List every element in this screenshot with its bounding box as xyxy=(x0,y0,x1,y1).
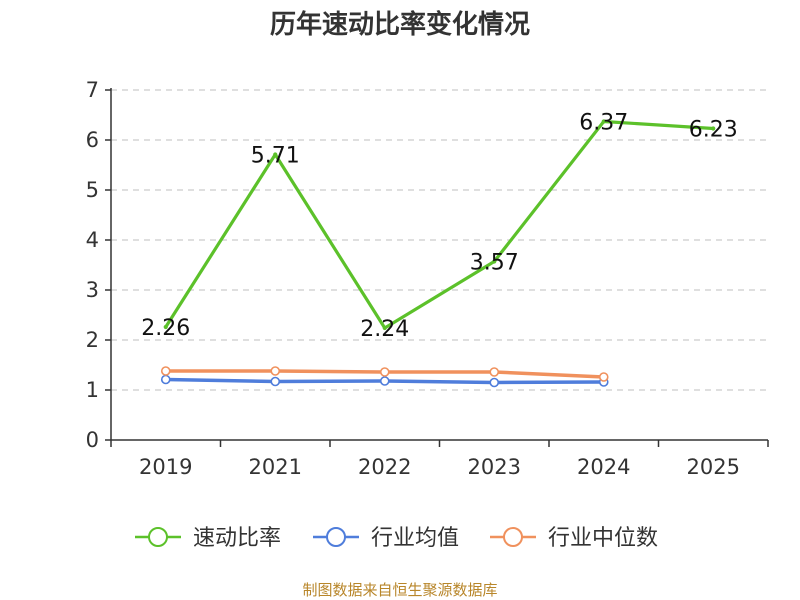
data-labels: 2.26 5.71 2.24 3.57 6.37 6.23 xyxy=(141,111,737,343)
y-tick-label-2: 2 xyxy=(86,328,99,352)
y-axis: 0 1 2 3 4 5 6 7 xyxy=(86,78,112,452)
data-label-2022: 2.24 xyxy=(360,317,409,342)
legend-label-1: 行业均值 xyxy=(371,526,459,551)
data-label-2021: 5.71 xyxy=(251,144,300,169)
series-0-point-4 xyxy=(601,119,606,124)
series-2-point-4 xyxy=(598,372,609,382)
series-2-point-0 xyxy=(160,366,171,376)
y-tick-label-0: 0 xyxy=(86,428,99,452)
data-label-2024: 6.37 xyxy=(579,111,628,136)
series-1-point-2 xyxy=(379,376,390,386)
series-0-point-5 xyxy=(711,126,716,131)
chart-title: 历年速动比率变化情况 xyxy=(270,9,530,40)
series-2-point-2 xyxy=(379,367,390,377)
legend-marker-1 xyxy=(326,527,346,547)
series-0-point-0 xyxy=(163,324,168,330)
x-tick-label-2021: 2021 xyxy=(249,455,302,479)
legend-label-0: 速动比率 xyxy=(193,526,281,551)
series-0-point-3 xyxy=(492,259,497,264)
x-axis: 2019 2021 2022 2023 2024 2025 xyxy=(110,439,769,479)
x-tick-label-2025: 2025 xyxy=(687,455,740,479)
legend-item-0[interactable]: 速动比率 xyxy=(135,526,281,551)
legend[interactable]: 速动比率 行业均值 行业中位数 xyxy=(135,526,658,551)
source-note: 制图数据来自恒生聚源数据库 xyxy=(302,581,497,599)
data-label-2023: 3.57 xyxy=(470,251,519,276)
x-tick-label-2022: 2022 xyxy=(358,455,411,479)
legend-label-2: 行业中位数 xyxy=(548,526,658,551)
legend-item-2[interactable]: 行业中位数 xyxy=(490,526,658,551)
series-group xyxy=(160,119,716,388)
x-tick-label-2019: 2019 xyxy=(139,455,192,479)
y-tick-label-3: 3 xyxy=(86,278,99,302)
y-tick-label-5: 5 xyxy=(86,178,99,202)
series-0-point-1 xyxy=(273,152,278,157)
series-line-0 xyxy=(164,119,715,330)
series-1-point-3 xyxy=(489,377,500,388)
series-1-point-1 xyxy=(270,376,281,387)
y-tick-label-6: 6 xyxy=(86,128,99,152)
series-2-point-3 xyxy=(489,367,500,377)
y-tick-label-4: 4 xyxy=(86,228,99,252)
legend-marker-0 xyxy=(148,527,168,547)
x-tick-label-2023: 2023 xyxy=(468,455,521,479)
grid-lines xyxy=(111,89,768,391)
legend-item-1[interactable]: 行业均值 xyxy=(313,526,459,551)
data-label-2019: 2.26 xyxy=(141,316,190,341)
series-1-point-0 xyxy=(160,374,171,385)
data-label-2025: 6.23 xyxy=(689,118,738,143)
y-tick-label-7: 7 xyxy=(86,78,99,102)
series-2-point-1 xyxy=(270,366,281,376)
series-0-point-2 xyxy=(382,325,387,331)
x-tick-label-2024: 2024 xyxy=(577,455,630,479)
y-tick-label-1: 1 xyxy=(86,378,99,402)
legend-marker-2 xyxy=(503,527,523,547)
